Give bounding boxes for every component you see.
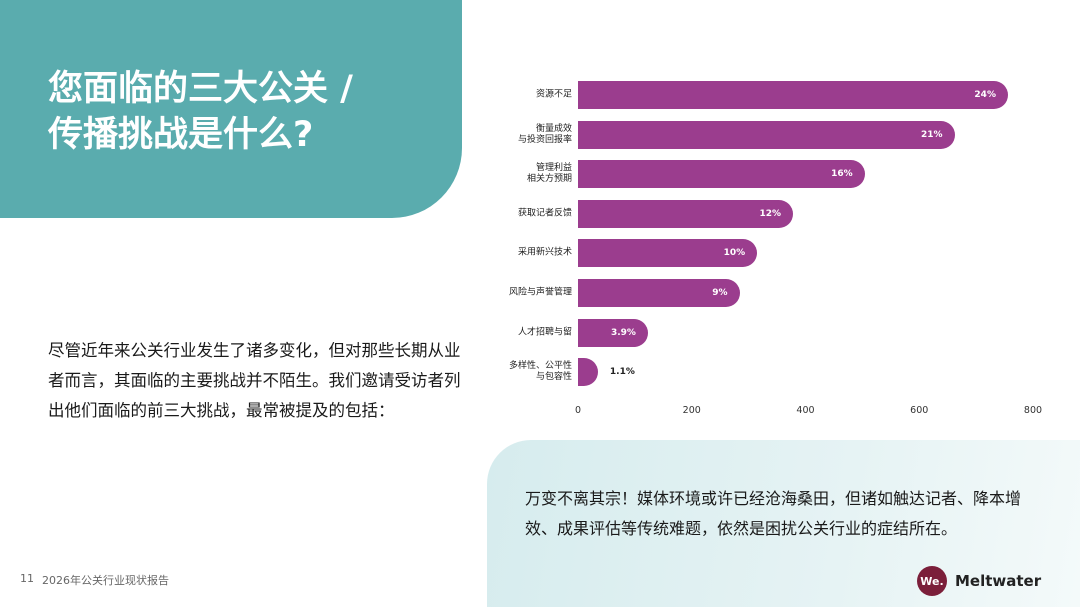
value-label: 24% <box>974 90 996 100</box>
x-tick-label: 400 <box>796 405 815 416</box>
x-tick-label: 800 <box>1023 405 1043 416</box>
category-label: 资源不足 <box>535 89 572 100</box>
bar <box>578 81 1008 109</box>
bar <box>578 318 648 347</box>
category-label: 风险与声誉管理 <box>508 287 572 298</box>
bar <box>578 160 865 189</box>
category-label: 人才招聘与留 <box>517 327 572 338</box>
bar <box>578 199 793 228</box>
bar <box>578 239 758 268</box>
bar <box>578 120 955 149</box>
footer-text: 2026年公关行业现状报告 <box>42 574 169 587</box>
value-label: 21% <box>920 129 943 140</box>
quote-panel <box>487 440 1080 607</box>
value-label: 10% <box>723 248 746 259</box>
title: 您面临的三大公关 / 传播挑战是什么? <box>48 69 353 155</box>
category-label: 采用新兴技术 <box>517 247 572 258</box>
value-label: 9% <box>712 288 728 298</box>
bar <box>578 358 598 387</box>
category-label: 获取记者反馈 <box>517 208 572 219</box>
logo-brand: Meltwater <box>955 572 1042 590</box>
value-label: 16% <box>831 169 853 180</box>
intro-text: 尽管近年来公关行业发生了诸多变化，但对那些长期从业者而言，其面临的主要挑战并不陌… <box>48 341 461 420</box>
value-label: 12% <box>759 208 781 219</box>
category-label: 衡量成效 与投资回报率 <box>517 123 572 145</box>
category-label: 多样性、公平性 与包容性 <box>508 361 572 383</box>
hero-panel <box>0 0 462 218</box>
value-label: 1.1% <box>609 367 635 378</box>
x-tick-label: 0 <box>574 405 582 416</box>
logo-we: We. <box>917 566 947 596</box>
x-tick-label: 200 <box>682 405 701 416</box>
x-tick-label: 600 <box>910 405 929 416</box>
value-label: 3.9% <box>610 327 636 338</box>
bar <box>578 279 740 307</box>
category-label: 管理利益 相关方预期 <box>526 163 572 185</box>
quote-text: 万变不离其宗！媒体环境或许已经沧海桑田，但诸如触达记者、降本增效、成果评估等传统… <box>525 489 1022 538</box>
page-number: 11 <box>20 572 34 585</box>
